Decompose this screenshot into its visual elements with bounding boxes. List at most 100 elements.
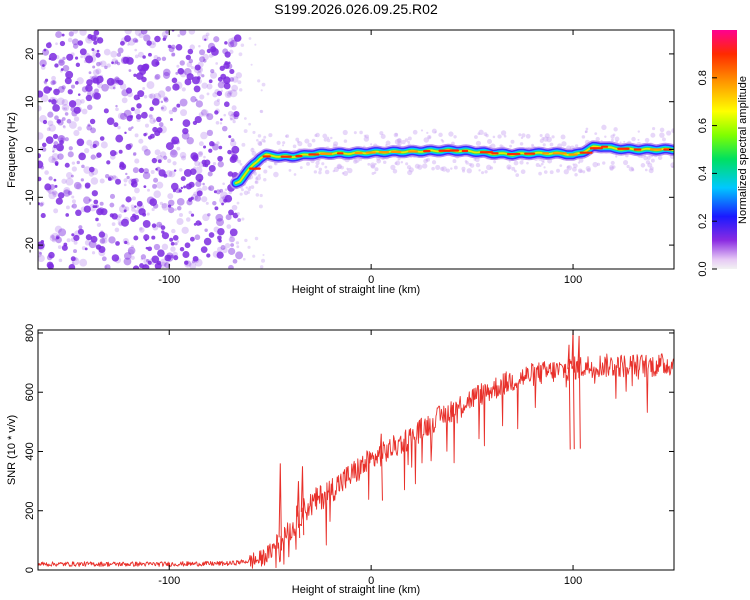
noise-point	[215, 62, 219, 65]
noise-point	[222, 247, 228, 254]
noise-point	[216, 218, 225, 227]
noise-point	[183, 169, 192, 177]
noise-point	[59, 59, 66, 66]
noise-point	[99, 201, 104, 206]
halo-point	[464, 159, 468, 163]
halo-point	[542, 143, 546, 147]
halo-point	[579, 169, 583, 173]
noise-point	[84, 147, 90, 154]
halo-point	[263, 177, 267, 182]
noise-point	[50, 234, 55, 239]
noise-point	[85, 94, 93, 102]
noise-point	[62, 65, 70, 72]
noise-point	[117, 220, 124, 226]
noise-point	[143, 34, 151, 42]
halo-point	[330, 136, 333, 140]
noise-point	[44, 78, 49, 82]
noise-point	[42, 64, 45, 67]
noise-point	[96, 37, 104, 44]
noise-point	[38, 132, 44, 140]
noise-point	[41, 142, 47, 148]
noise-point	[126, 55, 130, 59]
noise-point	[71, 195, 75, 199]
noise-point	[56, 97, 65, 106]
noise-point	[115, 215, 121, 221]
noise-point	[95, 204, 99, 208]
noise-point	[165, 142, 174, 151]
noise-point	[79, 152, 84, 156]
noise-point	[196, 78, 202, 85]
noise-point	[38, 105, 42, 112]
colorbar-tick-label: 0.4	[697, 166, 709, 181]
noise-point	[104, 265, 108, 269]
halo-point	[574, 173, 578, 177]
noise-point	[156, 181, 164, 189]
noise-point	[172, 107, 178, 113]
halo-point	[520, 136, 524, 140]
noise-point	[148, 93, 154, 99]
colorbar-tick-label: 0.8	[697, 70, 709, 85]
noise-point	[156, 56, 162, 62]
halo-point	[519, 160, 524, 165]
noise-point	[229, 117, 233, 121]
noise-point	[161, 243, 169, 251]
noise-point	[139, 263, 145, 269]
noise-point	[198, 112, 204, 118]
noise-point	[55, 197, 63, 205]
noise-point	[217, 227, 225, 236]
spectrogram-y-tick-label: 10	[24, 96, 36, 108]
halo-point	[556, 168, 560, 173]
halo-point	[259, 109, 264, 114]
noise-point	[87, 123, 91, 127]
noise-point	[205, 201, 209, 205]
noise-point	[117, 112, 125, 120]
noise-point	[87, 34, 93, 40]
noise-point	[40, 165, 45, 170]
halo-point	[478, 169, 481, 172]
noise-point	[206, 48, 212, 54]
halo-point	[404, 138, 409, 142]
noise-point	[81, 246, 86, 251]
halo-point	[539, 133, 543, 138]
halo-point	[314, 134, 318, 137]
noise-point	[60, 137, 64, 141]
noise-point	[52, 191, 59, 197]
noise-point	[66, 238, 71, 243]
halo-point	[434, 131, 437, 134]
halo-point	[254, 180, 259, 185]
halo-point	[499, 144, 503, 148]
noise-point	[223, 113, 227, 117]
noise-point	[143, 168, 149, 174]
halo-point	[646, 156, 651, 160]
noise-point	[219, 188, 224, 193]
noise-point	[105, 174, 110, 179]
noise-point	[114, 257, 122, 264]
noise-point	[94, 205, 98, 208]
noise-point	[65, 205, 70, 210]
halo-point	[252, 130, 256, 134]
noise-point	[180, 176, 186, 182]
noise-point	[48, 191, 57, 200]
noise-point	[91, 251, 96, 255]
halo-point	[311, 138, 316, 143]
noise-point	[123, 257, 132, 266]
noise-point	[214, 110, 219, 115]
noise-point	[73, 129, 80, 137]
noise-point	[195, 99, 198, 102]
noise-point	[200, 246, 208, 253]
noise-point	[176, 198, 185, 206]
noise-point	[206, 83, 213, 90]
halo-point	[518, 133, 522, 137]
noise-point	[47, 111, 54, 118]
halo-point	[497, 134, 502, 139]
noise-point	[148, 258, 156, 266]
noise-point	[57, 135, 66, 143]
halo-point	[258, 173, 261, 177]
noise-point	[96, 152, 102, 158]
halo-point	[492, 135, 496, 139]
noise-point	[89, 144, 95, 149]
halo-point	[259, 141, 262, 144]
halo-point	[240, 43, 245, 48]
noise-point	[230, 138, 235, 143]
noise-point	[96, 61, 101, 67]
